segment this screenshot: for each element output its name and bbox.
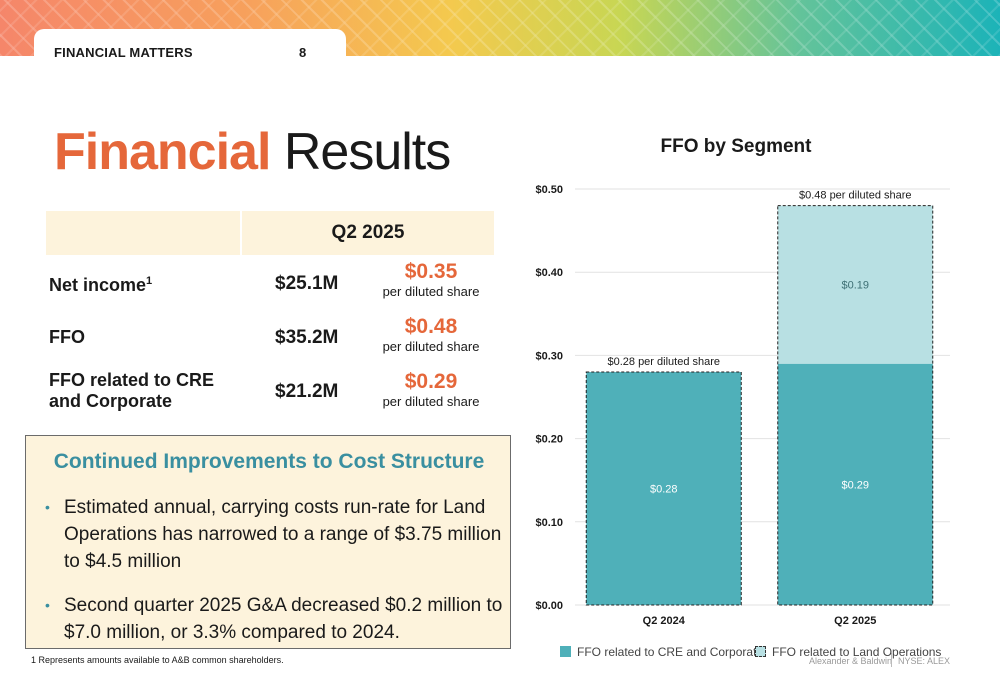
footnote-marker: 1 <box>146 275 153 287</box>
page-title: Financial Results <box>54 122 451 182</box>
row-amount: $21.2M <box>275 381 339 402</box>
y-tick-label: $0.20 <box>535 434 563 446</box>
total-label: $0.28 per diluted share <box>607 356 720 368</box>
per-share-note: per diluted share <box>382 339 480 354</box>
row-amount: $25.1M <box>275 273 339 294</box>
bar-value-label: $0.28 <box>650 484 678 496</box>
bar-segment <box>586 372 742 605</box>
row-label: FFO <box>49 327 85 347</box>
per-share-value: $0.35 <box>404 260 458 283</box>
legend-item-cre: FFO related to CRE and Corporate <box>560 645 763 659</box>
bar-value-label: $0.19 <box>841 280 869 292</box>
title-rest: Results <box>270 123 451 181</box>
bar-segment <box>777 205 933 364</box>
cost-structure-callout: Continued Improvements to Cost Structure… <box>25 435 511 649</box>
bar-value-label: $0.29 <box>841 479 869 491</box>
ticker-symbol: NYSE: ALEX <box>898 656 951 666</box>
table-row: Net income1 $25.1M $0.35 per diluted sha… <box>46 260 494 310</box>
section-tab <box>34 29 346 69</box>
bullet-text: Estimated annual, carrying costs run-rat… <box>64 497 502 572</box>
legend-swatch-land <box>755 646 766 657</box>
legend-swatch-cre <box>560 646 571 657</box>
row-per-share: $0.48 per diluted share <box>372 315 490 355</box>
x-tick-label: Q2 2024 <box>643 615 686 627</box>
y-tick-label: $0.30 <box>535 350 563 362</box>
y-tick-label: $0.40 <box>535 267 563 279</box>
per-share-value: $0.48 <box>404 315 458 338</box>
table-row: FFO related to CRE and Corporate $21.2M … <box>46 370 494 420</box>
row-amount: $35.2M <box>275 327 339 348</box>
y-tick-label: $0.10 <box>535 517 563 529</box>
company-name: Alexander & Baldwin <box>809 656 893 666</box>
row-label: Net income1 <box>49 275 153 295</box>
total-label: $0.48 per diluted share <box>799 190 912 202</box>
bullet-text: Second quarter 2025 G&A decreased $0.2 m… <box>64 595 503 643</box>
per-share-note: per diluted share <box>382 394 480 409</box>
period-header: Q2 2025 <box>331 222 405 243</box>
legend-label-cre: FFO related to CRE and Corporate <box>577 645 764 659</box>
callout-title: Continued Improvements to Cost Structure <box>53 450 485 473</box>
legend-label-land: FFO related to Land Operations <box>772 645 942 659</box>
bar-segment <box>777 363 933 605</box>
footer-divider <box>891 653 892 667</box>
total-outline <box>585 371 742 606</box>
row-per-share: $0.29 per diluted share <box>372 370 490 410</box>
page-number: 8 <box>299 45 307 60</box>
legend-item-land: FFO related to Land Operations <box>755 645 941 659</box>
row-per-share: $0.35 per diluted share <box>372 260 490 300</box>
row-label: FFO related to CRE and Corporate <box>49 370 215 411</box>
bullet-dot-icon: • <box>45 499 50 515</box>
chart-title: FFO by Segment <box>660 136 812 157</box>
ffo-segment-chart: $0.00 $0.10 $0.20 $0.30 $0.40 $0.50 $0.28 $0.28… <box>535 184 950 627</box>
section-label: FINANCIAL MATTERS <box>54 45 193 60</box>
footnote: 1 Represents amounts available to A&B co… <box>31 655 284 665</box>
total-outline <box>777 205 934 606</box>
per-share-value: $0.29 <box>404 370 458 393</box>
table-header: Q2 2025 <box>46 211 494 255</box>
table-header-divider <box>240 211 242 255</box>
y-tick-label: $0.50 <box>535 184 563 196</box>
x-tick-label: Q2 2025 <box>834 615 876 627</box>
title-accent: Financial <box>54 123 271 181</box>
per-share-note: per diluted share <box>382 284 480 299</box>
bullet-dot-icon: • <box>45 597 50 613</box>
table-row: FFO $35.2M $0.48 per diluted share <box>46 315 494 365</box>
y-tick-label: $0.00 <box>535 600 563 612</box>
